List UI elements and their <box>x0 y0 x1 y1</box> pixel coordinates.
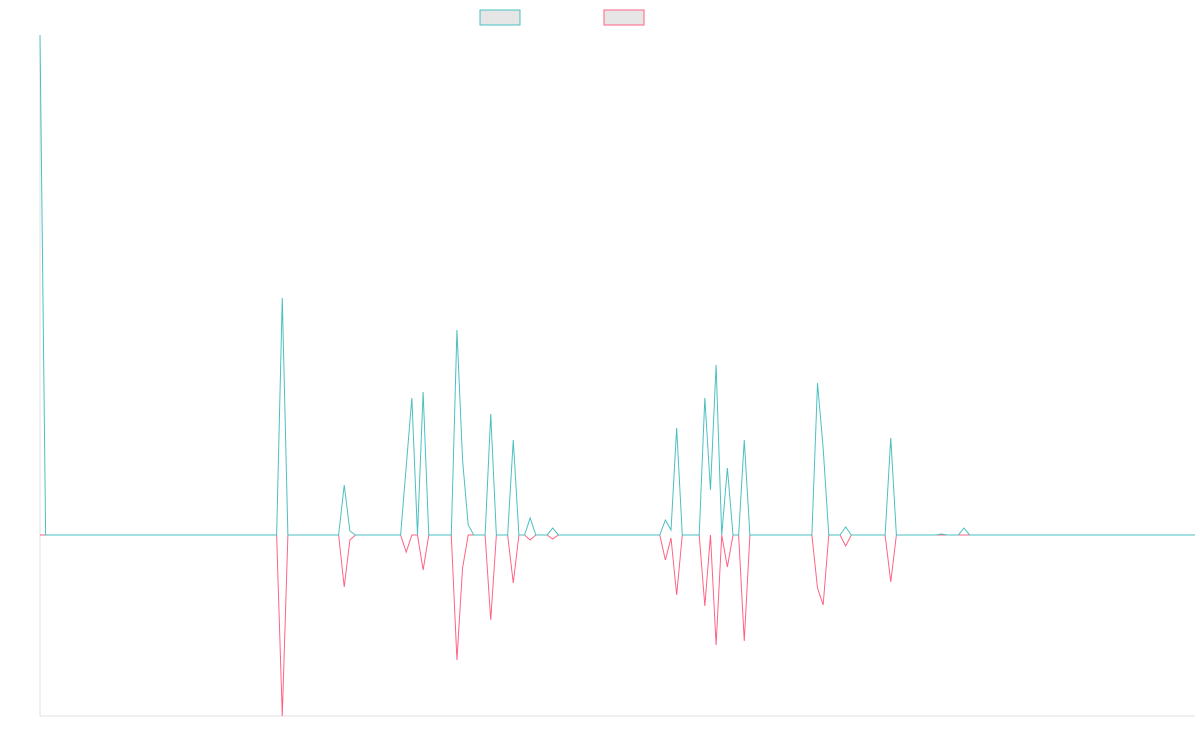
series-line <box>39 34 1195 536</box>
legend-swatch[interactable] <box>479 9 521 26</box>
series-line <box>40 534 1195 717</box>
legend-swatch[interactable] <box>603 9 645 26</box>
